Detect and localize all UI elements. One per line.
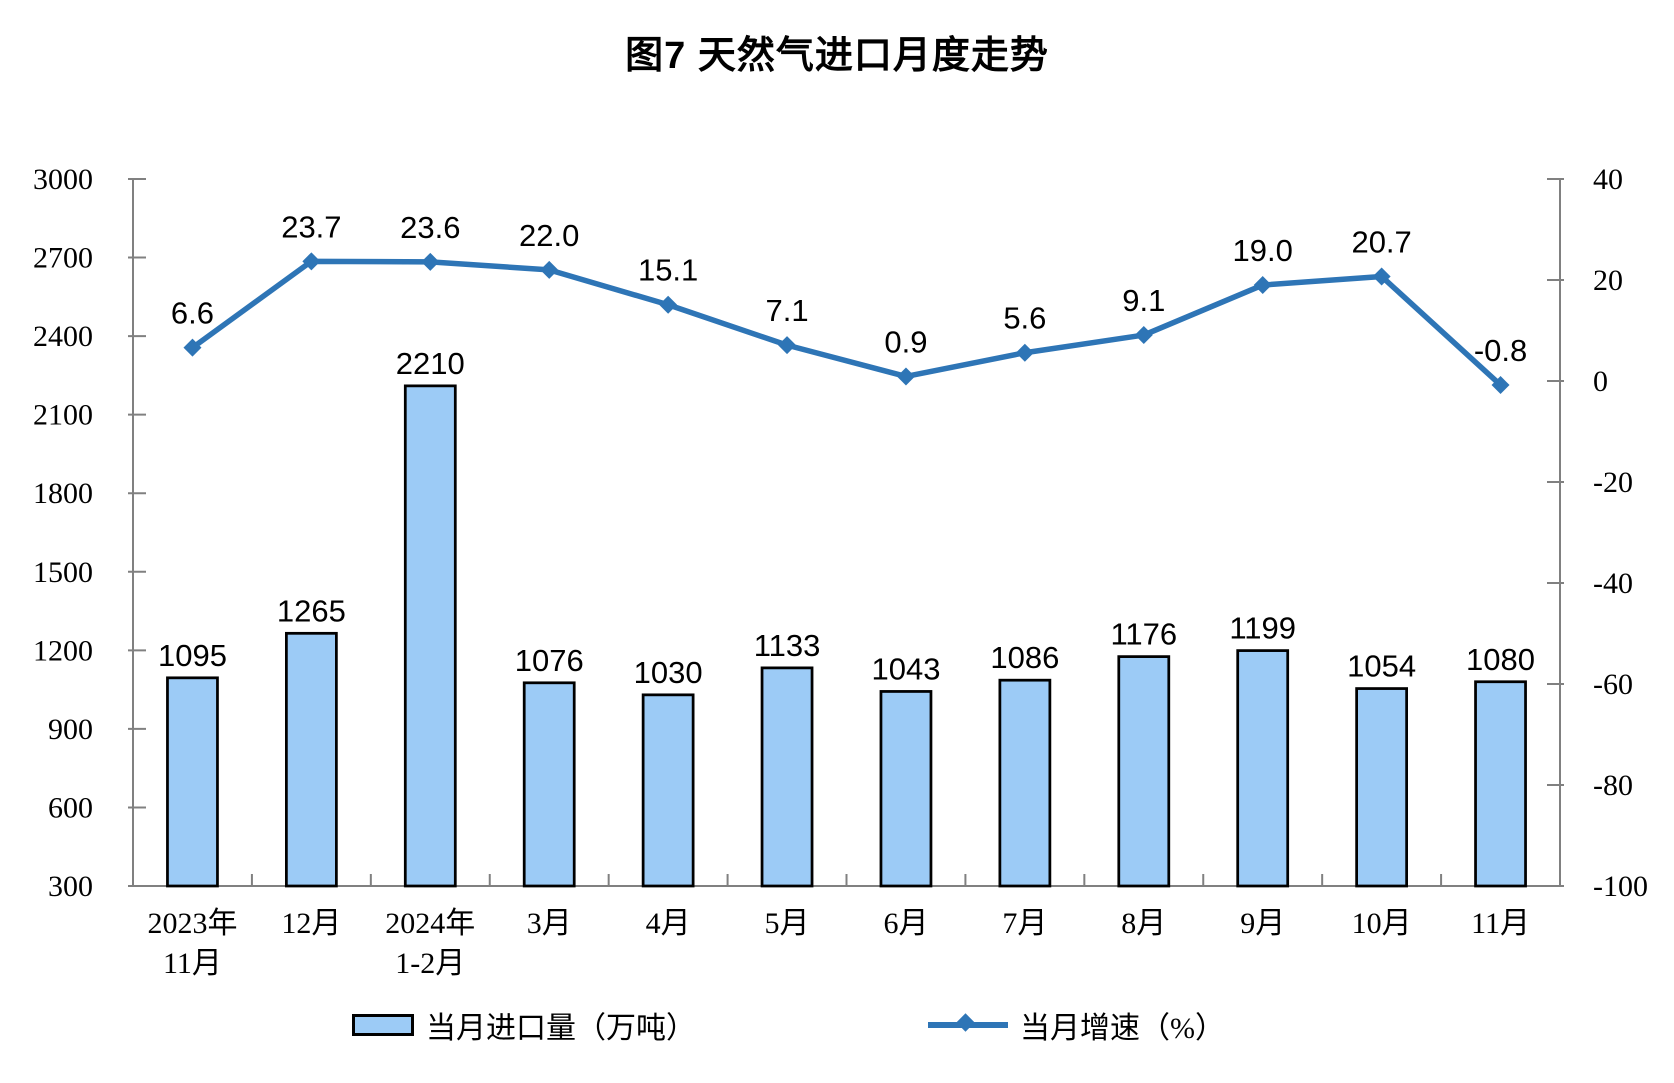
legend-item-imports: 当月进口量（万吨） bbox=[352, 1008, 696, 1045]
x-category-label: 10月 bbox=[1352, 907, 1412, 940]
diamond-marker-icon bbox=[302, 252, 321, 271]
import-bar bbox=[522, 681, 576, 888]
diamond-marker-icon bbox=[896, 367, 915, 386]
chart-title: 图7 天然气进口月度走势 bbox=[625, 35, 1049, 77]
import-bar bbox=[1117, 655, 1171, 888]
diamond-marker-icon bbox=[1253, 276, 1272, 295]
import-bar bbox=[403, 384, 457, 888]
legend-label-growth: 当月增速（%） bbox=[1020, 1012, 1225, 1045]
diamond-marker-icon bbox=[778, 336, 797, 355]
line-value-label: 19.0 bbox=[1233, 233, 1293, 268]
bar-value-label: 1080 bbox=[1466, 642, 1535, 677]
line-value-label: 9.1 bbox=[1122, 283, 1165, 318]
right-axis-tick-label: -80 bbox=[1593, 769, 1633, 802]
diamond-marker-icon bbox=[540, 260, 559, 279]
left-axis-tick-label: 600 bbox=[48, 791, 93, 824]
bar-value-label: 1199 bbox=[1229, 611, 1296, 646]
bar-value-label: 1076 bbox=[515, 643, 584, 678]
bar-value-label: 1054 bbox=[1347, 649, 1416, 684]
import-bar bbox=[1355, 687, 1408, 888]
bar-value-label: 1095 bbox=[158, 638, 227, 673]
import-bar bbox=[285, 631, 338, 888]
diamond-marker-icon bbox=[1372, 267, 1391, 286]
bar-value-label: 1265 bbox=[277, 593, 346, 628]
x-category-label: 6月 bbox=[883, 907, 928, 940]
x-category-label: 11月 bbox=[163, 947, 222, 980]
line-value-label: 23.6 bbox=[400, 210, 460, 245]
diamond-marker-icon bbox=[421, 252, 440, 271]
line-value-label: 0.9 bbox=[884, 324, 927, 359]
right-axis-tick-label: 40 bbox=[1593, 163, 1623, 196]
left-axis-tick-label: 1200 bbox=[33, 634, 93, 667]
diamond-marker-icon bbox=[1015, 343, 1034, 362]
left-axis-tick-label: 1800 bbox=[33, 477, 93, 510]
import-bar bbox=[1474, 680, 1527, 888]
line-value-label: 5.6 bbox=[1003, 301, 1046, 336]
left-axis-tick-label: 2700 bbox=[33, 242, 93, 275]
line-value-label: 22.0 bbox=[519, 218, 579, 253]
line-value-label: 15.1 bbox=[638, 253, 698, 288]
left-axis-tick-label: 2100 bbox=[33, 399, 93, 432]
right-axis-tick-label: -20 bbox=[1593, 466, 1633, 499]
bar-value-label: 2210 bbox=[396, 346, 465, 381]
x-category-label: 9月 bbox=[1240, 907, 1285, 940]
x-category-label: 12月 bbox=[281, 907, 341, 940]
bar-swatch-icon bbox=[352, 1014, 414, 1036]
import-bar bbox=[760, 666, 814, 888]
import-bar bbox=[641, 693, 695, 888]
left-axis-tick-label: 900 bbox=[48, 713, 93, 746]
diamond-marker-icon bbox=[183, 338, 202, 357]
left-axis-tick-label: 300 bbox=[48, 870, 93, 903]
line-value-label: -0.8 bbox=[1474, 333, 1527, 368]
legend-item-growth: 当月增速（%） bbox=[928, 1008, 1225, 1045]
diamond-marker-icon bbox=[1491, 376, 1510, 395]
x-category-label: 7月 bbox=[1002, 907, 1047, 940]
bar-value-label: 1133 bbox=[754, 628, 821, 663]
x-category-label: 8月 bbox=[1121, 907, 1166, 940]
line-value-label: 20.7 bbox=[1351, 224, 1411, 259]
legend-label-imports: 当月进口量（万吨） bbox=[426, 1012, 696, 1045]
bar-value-label: 1176 bbox=[1110, 617, 1177, 652]
x-category-label: 1-2月 bbox=[395, 947, 465, 980]
x-category-label: 3月 bbox=[527, 907, 572, 940]
right-axis-tick-label: 20 bbox=[1593, 264, 1623, 297]
line-value-label: 6.6 bbox=[171, 296, 214, 331]
left-axis-tick-label: 3000 bbox=[33, 163, 93, 196]
x-category-label: 5月 bbox=[765, 907, 810, 940]
right-axis-tick-label: -40 bbox=[1593, 567, 1633, 600]
diamond-marker-icon bbox=[1134, 326, 1153, 345]
import-bar bbox=[1236, 649, 1290, 888]
x-category-label: 2023年 bbox=[147, 907, 237, 940]
line-value-label: 7.1 bbox=[765, 293, 808, 328]
line-swatch-icon bbox=[928, 1008, 1008, 1042]
growth-line bbox=[190, 258, 1503, 388]
import-bar bbox=[998, 678, 1052, 888]
left-axis-tick-label: 2400 bbox=[33, 320, 93, 353]
x-category-label: 4月 bbox=[646, 907, 691, 940]
line-value-label: 23.7 bbox=[281, 209, 341, 244]
right-axis-tick-label: 0 bbox=[1593, 365, 1608, 398]
bar-value-label: 1043 bbox=[871, 651, 940, 686]
left-axis-tick-label: 1500 bbox=[33, 556, 93, 589]
import-bar bbox=[879, 690, 933, 888]
bar-value-label: 1086 bbox=[990, 640, 1059, 675]
diamond-marker-icon bbox=[956, 1013, 975, 1032]
chart-legend: 当月进口量（万吨） 当月增速（%） bbox=[0, 1008, 1674, 1058]
bar-value-label: 1030 bbox=[634, 655, 703, 690]
x-category-label: 11月 bbox=[1471, 907, 1530, 940]
import-bar bbox=[166, 676, 219, 888]
diamond-marker-icon bbox=[659, 295, 678, 314]
x-category-label: 2024年 bbox=[385, 907, 475, 940]
right-axis-tick-label: -60 bbox=[1593, 668, 1633, 701]
right-axis-tick-label: -100 bbox=[1593, 870, 1648, 903]
